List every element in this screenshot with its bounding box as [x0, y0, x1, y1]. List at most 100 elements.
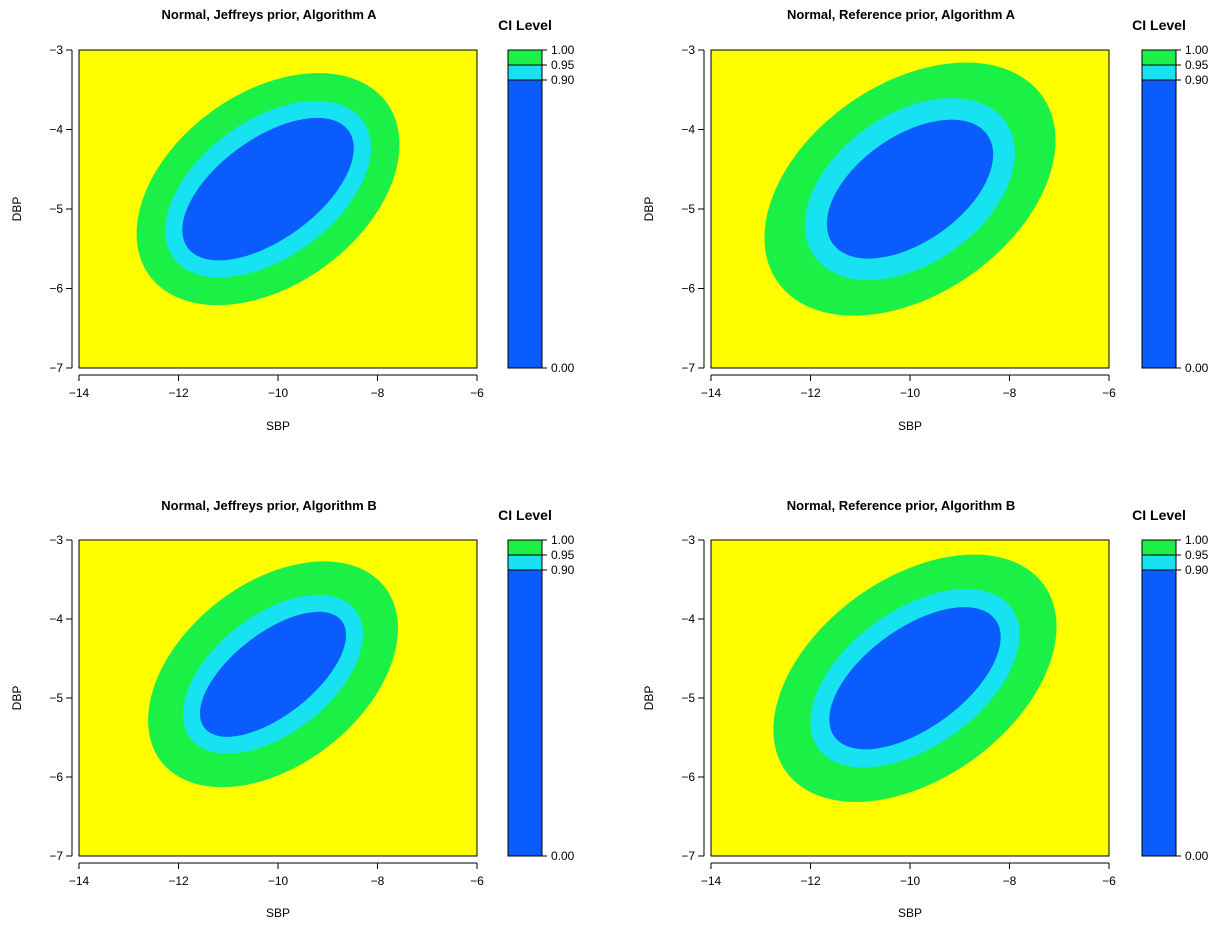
x-axis: −14 −12 −10 −8 −6 [701, 862, 1116, 888]
x-tick-label: −14 [701, 386, 722, 400]
legend-swatch [508, 80, 542, 368]
y-axis: −7 −6 −5 −4 −3 [681, 43, 705, 375]
legend: CI Level 0.00 0.900.951.00 [498, 507, 575, 863]
legend-title: CI Level [1132, 17, 1186, 33]
y-tick-label: −7 [49, 849, 63, 863]
y-axis-label: DBP [10, 686, 24, 711]
confidence-regions [148, 561, 398, 788]
x-tick-label: −12 [168, 874, 189, 888]
x-axis: −14 −12 −10 −8 −6 [69, 862, 484, 888]
panel: Normal, Jeffreys prior, Algorithm B −14−… [10, 498, 575, 920]
legend-swatch [508, 540, 542, 555]
legend-tick-label: 1.00 [1185, 533, 1209, 547]
legend-tick-label: 0.90 [1185, 563, 1209, 577]
confidence-regions [773, 554, 1057, 802]
panel-title: Normal, Reference prior, Algorithm A [787, 7, 1016, 22]
y-axis: −7 −6 −5 −4 −3 [49, 533, 73, 863]
legend-tick-label: 0.95 [1185, 548, 1209, 562]
y-tick-label: −3 [49, 43, 63, 57]
legend-swatch [1142, 570, 1176, 856]
plot-border [78, 539, 478, 857]
confidence-regions [136, 73, 400, 306]
x-tick-label: −6 [1102, 874, 1116, 888]
y-tick-label: −6 [681, 770, 695, 784]
y-tick-label: −3 [49, 533, 63, 547]
x-tick-label: −12 [168, 386, 189, 400]
legend-tick-label: 0.00 [1185, 849, 1209, 863]
legend-swatch [508, 555, 542, 570]
legend-tick-label: 0.95 [551, 58, 575, 72]
y-tick-label: −5 [681, 202, 695, 216]
x-axis: −14 −12 −10 −8 −6 [69, 374, 484, 400]
x-tick-label: −8 [1003, 874, 1017, 888]
y-tick-label: −4 [49, 123, 63, 137]
y-tick-label: −7 [681, 361, 695, 375]
y-tick-label: −3 [681, 43, 695, 57]
y-tick-label: −5 [49, 691, 63, 705]
region-0-90 [829, 607, 1001, 750]
legend-swatch [1142, 540, 1176, 555]
y-tick-label: −5 [681, 691, 695, 705]
panel-title: Normal, Jeffreys prior, Algorithm B [161, 498, 377, 513]
legend-tick-label: 0.90 [551, 73, 575, 87]
x-tick-label: −8 [371, 874, 385, 888]
legend-tick-label: 0.90 [551, 563, 575, 577]
x-tick-label: −10 [268, 874, 289, 888]
y-tick-label: −6 [49, 770, 63, 784]
panel: Normal, Reference prior, Algorithm B −14… [642, 498, 1209, 920]
y-axis: −7 −6 −5 −4 −3 [49, 43, 73, 375]
y-tick-label: −4 [49, 612, 63, 626]
y-axis-label: DBP [10, 197, 24, 222]
x-axis-label: SBP [266, 906, 290, 920]
plot-border [710, 539, 1110, 857]
x-axis-label: SBP [898, 419, 922, 433]
x-tick-label: −8 [1003, 386, 1017, 400]
confidence-regions [764, 62, 1056, 316]
legend-tick-label: 0.00 [1185, 361, 1209, 375]
panel-title: Normal, Jeffreys prior, Algorithm A [161, 7, 377, 22]
legend-tick-label: 0.00 [551, 849, 575, 863]
legend-tick-label: 0.90 [1185, 73, 1209, 87]
x-tick-label: −8 [371, 386, 385, 400]
y-tick-label: −7 [681, 849, 695, 863]
legend-tick-label: 0.95 [551, 548, 575, 562]
legend-swatch [508, 65, 542, 80]
x-tick-label: −10 [900, 386, 921, 400]
y-tick-label: −7 [49, 361, 63, 375]
region-0-90 [199, 611, 347, 737]
x-axis: −14 −12 −10 −8 −6 [701, 374, 1116, 400]
legend-tick-label: 1.00 [551, 43, 575, 57]
x-tick-label: −6 [470, 386, 484, 400]
legend-title: CI Level [498, 17, 552, 33]
legend: CI Level 0.00 0.900.951.00 [1132, 17, 1209, 375]
legend-swatch [508, 50, 542, 65]
y-tick-label: −4 [681, 123, 695, 137]
legend-tick-label: 0.00 [551, 361, 575, 375]
legend-tick-label: 1.00 [1185, 43, 1209, 57]
region-0-90 [182, 117, 354, 261]
x-tick-label: −6 [1102, 386, 1116, 400]
legend-swatch [508, 570, 542, 856]
legend-title: CI Level [1132, 507, 1186, 523]
legend: CI Level 0.00 0.900.951.00 [498, 17, 575, 375]
region-0-90 [826, 119, 994, 259]
panel: Normal, Jeffreys prior, Algorithm A −14−… [10, 7, 575, 433]
x-axis-label: SBP [898, 906, 922, 920]
x-tick-label: −12 [800, 386, 821, 400]
y-tick-label: −6 [49, 282, 63, 296]
x-tick-label: −10 [268, 386, 289, 400]
x-tick-label: −12 [800, 874, 821, 888]
plot-border [78, 49, 478, 369]
x-tick-label: −14 [701, 874, 722, 888]
y-tick-label: −3 [681, 533, 695, 547]
y-axis: −7 −6 −5 −4 −3 [681, 533, 705, 863]
x-axis-label: SBP [266, 419, 290, 433]
y-tick-label: −5 [49, 202, 63, 216]
legend-title: CI Level [498, 507, 552, 523]
y-axis-label: DBP [642, 197, 656, 222]
y-tick-label: −4 [681, 612, 695, 626]
legend: CI Level 0.00 0.900.951.00 [1132, 507, 1209, 863]
x-tick-label: −14 [69, 874, 90, 888]
y-tick-label: −6 [681, 282, 695, 296]
